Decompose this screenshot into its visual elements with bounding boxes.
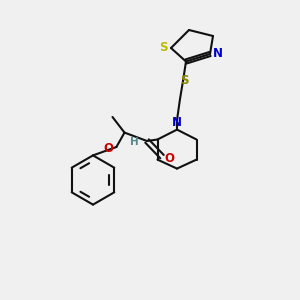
- Text: H: H: [130, 136, 139, 147]
- Text: O: O: [103, 142, 113, 155]
- Text: N: N: [172, 116, 182, 129]
- Text: S: S: [159, 41, 167, 54]
- Text: O: O: [165, 152, 175, 166]
- Text: S: S: [180, 74, 188, 88]
- Text: N: N: [213, 47, 223, 60]
